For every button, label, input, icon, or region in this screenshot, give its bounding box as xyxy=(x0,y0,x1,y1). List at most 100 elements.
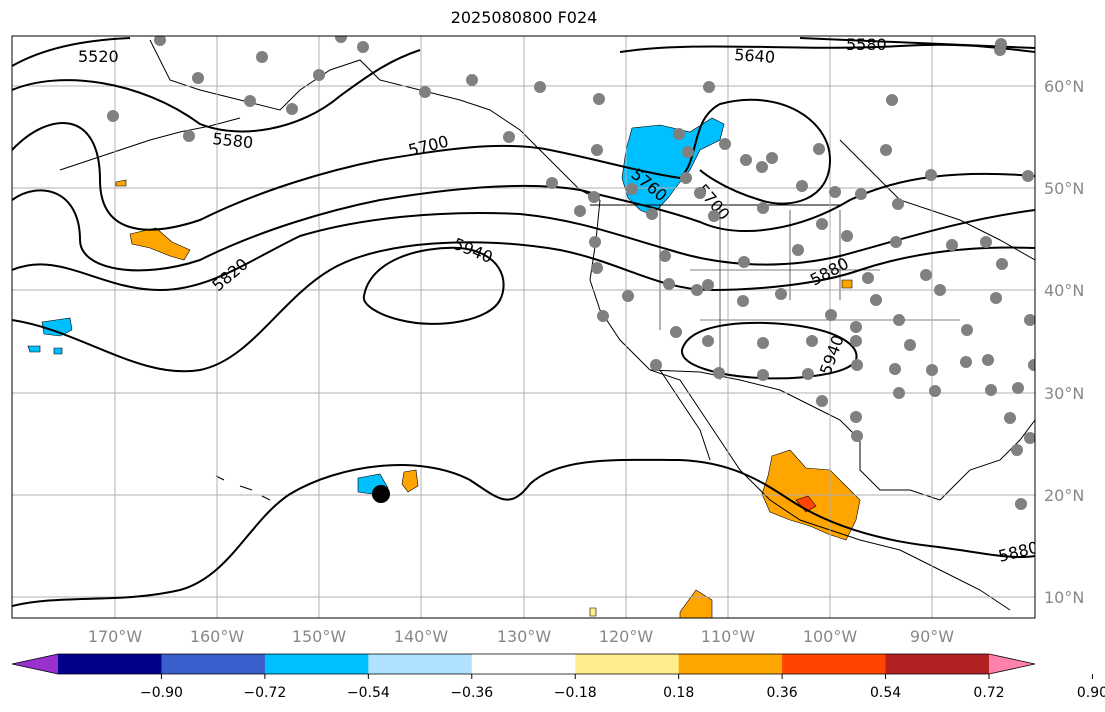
colorbar-tick-label: −0.18 xyxy=(554,685,597,701)
station-dot xyxy=(546,177,558,189)
aleutian-chain xyxy=(59,117,241,171)
station-dot xyxy=(1022,170,1034,182)
station-markers xyxy=(107,36,1035,510)
station-dot xyxy=(673,128,685,140)
station-dot xyxy=(929,385,941,397)
station-dot xyxy=(886,94,898,106)
station-dot xyxy=(589,236,601,248)
station-dot xyxy=(680,172,692,184)
colorbar-segment xyxy=(368,654,473,674)
station-dot xyxy=(1015,498,1027,510)
latitude-label: 40°N xyxy=(1044,281,1084,300)
colorbar-tick-label: −0.36 xyxy=(450,685,493,701)
latitude-label: 10°N xyxy=(1044,588,1084,607)
station-dot xyxy=(960,356,972,368)
station-dot xyxy=(802,368,814,380)
station-dot xyxy=(982,354,994,366)
colorbar-tick-label: 0.36 xyxy=(767,685,798,701)
contour-5640 xyxy=(619,43,1035,53)
contour-5940-high xyxy=(362,246,505,325)
colorbar-segment xyxy=(575,654,680,674)
colorbar-segments xyxy=(11,653,1036,675)
latitude-label: 60°N xyxy=(1044,77,1084,96)
colorbar-tick-label: −0.72 xyxy=(243,685,286,701)
gridlines xyxy=(12,36,1035,618)
station-dot xyxy=(893,314,905,326)
station-dot xyxy=(946,239,958,251)
station-dot xyxy=(591,144,603,156)
station-dot xyxy=(889,363,901,375)
map-title: 2025080800 F024 xyxy=(450,8,598,27)
longitude-label: 150°W xyxy=(292,627,347,646)
colorbar-tick-label: 0.18 xyxy=(663,685,694,701)
station-dot xyxy=(757,202,769,214)
station-dot xyxy=(154,36,166,46)
station-dot xyxy=(244,95,256,107)
station-dot xyxy=(851,430,863,442)
station-dot xyxy=(892,198,904,210)
station-dot xyxy=(1024,314,1035,326)
height-contours xyxy=(12,37,1035,607)
contour-5880-south xyxy=(12,458,1035,607)
longitude-label: 170°W xyxy=(88,627,143,646)
longitude-label: 160°W xyxy=(190,627,245,646)
negative-area-pacific-west xyxy=(41,317,73,337)
station-dot xyxy=(829,186,841,198)
colorbar-extend-low xyxy=(12,654,58,674)
station-dot xyxy=(934,284,946,296)
station-dot xyxy=(419,86,431,98)
station-dot xyxy=(503,131,515,143)
colorbar-segment xyxy=(471,654,576,674)
station-dot xyxy=(691,284,703,296)
hudson-region xyxy=(839,139,1035,261)
center-dot xyxy=(372,485,390,503)
colorbar-segment xyxy=(782,654,887,674)
station-dot xyxy=(335,36,347,43)
station-dot xyxy=(703,81,715,93)
station-dot xyxy=(702,279,714,291)
station-dot xyxy=(850,321,862,333)
station-dot xyxy=(961,324,973,336)
station-dot xyxy=(107,110,119,122)
station-dot xyxy=(588,191,600,203)
colorbar-tick-label: −0.54 xyxy=(347,685,390,701)
station-dot xyxy=(862,272,874,284)
latitude-label: 30°N xyxy=(1044,384,1084,403)
contour-5880 xyxy=(12,241,1035,373)
longitude-label: 110°W xyxy=(701,627,756,646)
station-dot xyxy=(855,188,867,200)
station-dot xyxy=(996,258,1008,270)
station-dot xyxy=(357,41,369,53)
west-coast xyxy=(589,199,1011,611)
station-dot xyxy=(663,278,675,290)
station-dot xyxy=(841,230,853,242)
station-dot xyxy=(737,295,749,307)
station-dot xyxy=(994,44,1006,56)
station-dot xyxy=(622,290,634,302)
station-dot xyxy=(816,395,828,407)
positive-area-small-2 xyxy=(841,279,853,289)
station-dot xyxy=(990,292,1002,304)
latitude-label: 20°N xyxy=(1044,486,1084,505)
station-dot xyxy=(740,154,752,166)
station-dot xyxy=(775,288,787,300)
contour-5700 xyxy=(12,98,832,231)
map-frame xyxy=(11,35,1036,619)
station-dot xyxy=(766,152,778,164)
contour-label: 5640 xyxy=(734,45,776,67)
station-dot xyxy=(719,138,731,150)
station-dot xyxy=(646,208,658,220)
coastlines xyxy=(59,39,1035,611)
latitude-label: 50°N xyxy=(1044,179,1084,198)
colorbar-ticks: −0.90 −0.72 −0.54 −0.36 −0.18 0.18 0.36 0.54 0.7… xyxy=(140,674,1105,701)
station-dot xyxy=(192,72,204,84)
colorbar-tick-label: −0.90 xyxy=(140,685,183,701)
longitude-label: 130°W xyxy=(497,627,552,646)
station-dot xyxy=(1004,412,1016,424)
contour-5760 xyxy=(12,172,1035,272)
longitude-label: 90°W xyxy=(910,627,954,646)
station-dot xyxy=(904,339,916,351)
baja xyxy=(659,369,711,461)
positive-area-hawaii xyxy=(401,469,419,493)
station-dot xyxy=(694,187,706,199)
